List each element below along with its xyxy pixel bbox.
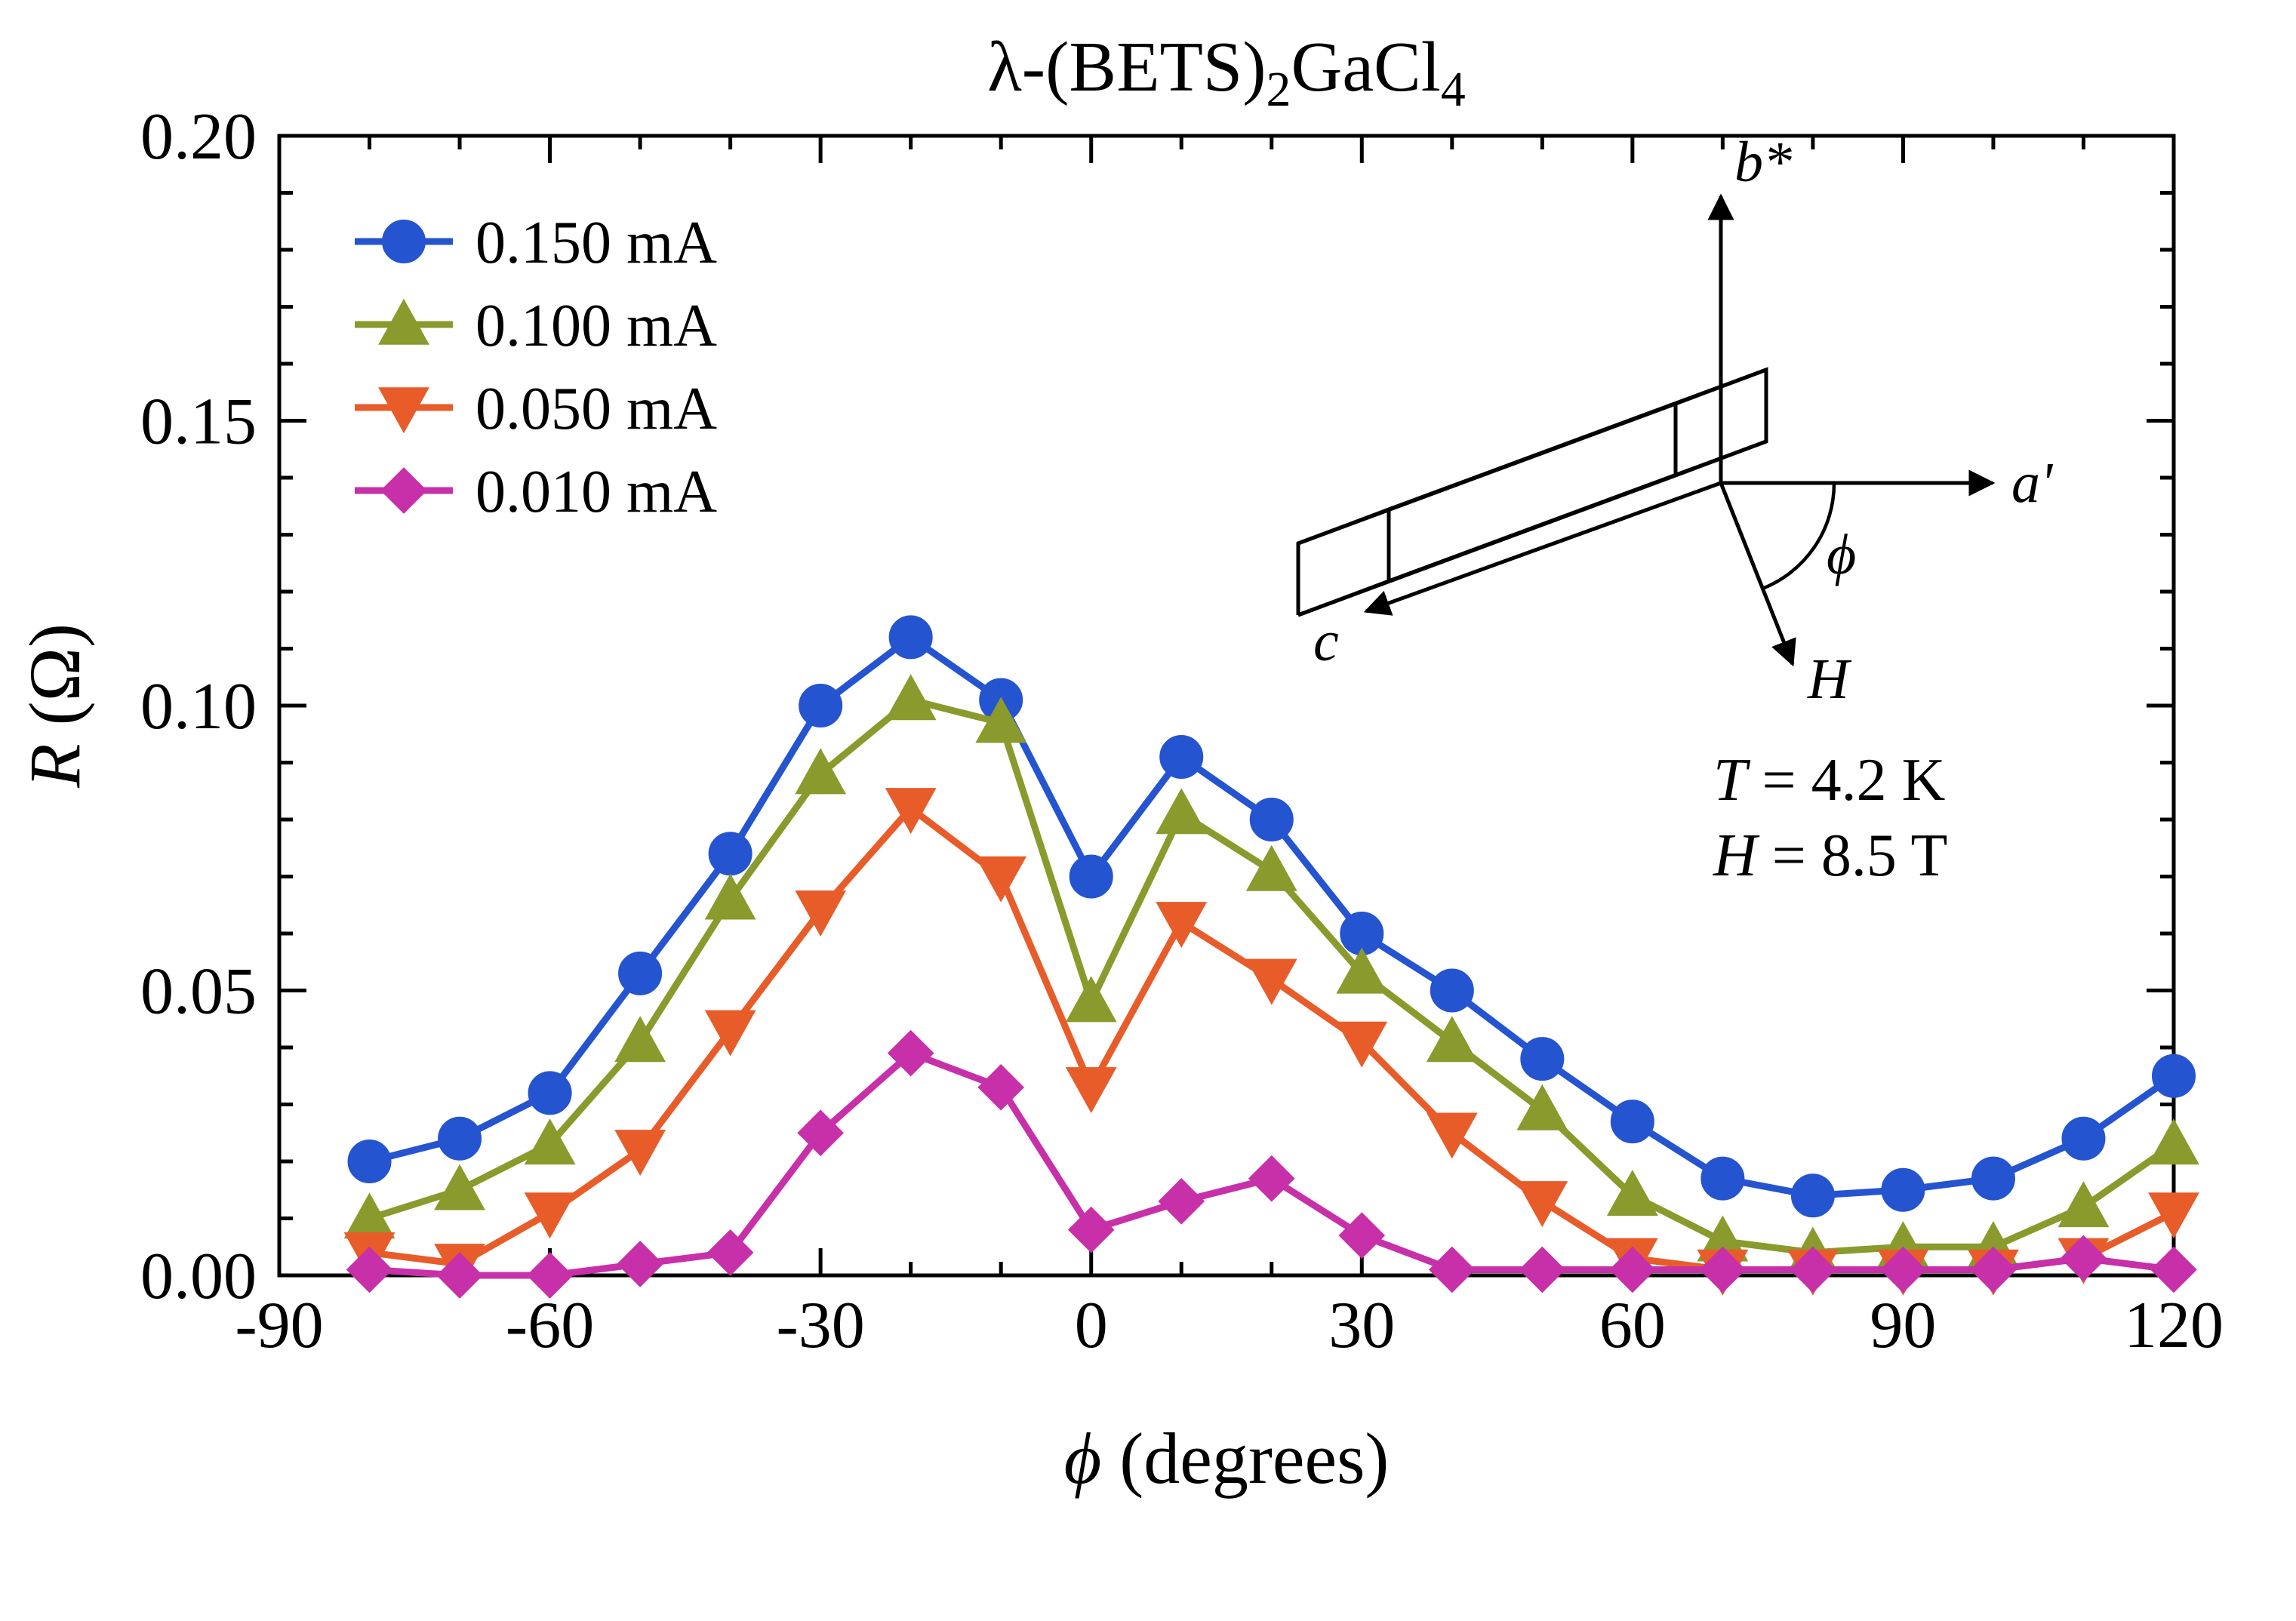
inset-label-phi: ϕ	[1827, 523, 1856, 586]
legend-label: 0.050 mA	[476, 376, 717, 442]
legend-label: 0.150 mA	[476, 210, 717, 276]
inset-label-aprime: a'	[2011, 451, 2054, 515]
x-tick-label: 30	[1328, 1289, 1395, 1362]
x-tick-label: 0	[1075, 1289, 1108, 1362]
inset-label-bstar: b*	[1734, 131, 1792, 194]
y-tick-label: 0.00	[140, 1240, 257, 1313]
inset-label-H: H	[1807, 647, 1852, 711]
y-tick-label: 0.20	[140, 100, 257, 174]
x-tick-label: 120	[2124, 1289, 2224, 1362]
y-tick-label: 0.05	[140, 955, 257, 1029]
x-tick-label: -30	[776, 1289, 864, 1362]
y-tick-label: 0.15	[140, 386, 257, 459]
x-tick-label: -60	[506, 1289, 594, 1362]
x-tick-label: 90	[1870, 1289, 1936, 1362]
chart-svg: λ-(BETS)2GaCl4-90-60-3003060901200.000.0…	[0, 0, 2296, 1621]
chart-container: λ-(BETS)2GaCl4-90-60-3003060901200.000.0…	[0, 0, 2296, 1621]
x-axis-label: ϕ (degrees)	[1064, 1418, 1390, 1499]
annotation: T = 4.2 K	[1713, 747, 1945, 814]
x-tick-label: 60	[1599, 1289, 1666, 1362]
inset-label-c: c	[1313, 610, 1339, 673]
annotation: H = 8.5 T	[1713, 823, 1947, 889]
legend-label: 0.010 mA	[476, 459, 717, 525]
chart-title: λ-(BETS)2GaCl4	[987, 28, 1466, 117]
y-tick-label: 0.10	[140, 670, 257, 743]
legend-label: 0.100 mA	[476, 293, 717, 359]
y-axis-label: R (Ω)	[14, 623, 95, 789]
